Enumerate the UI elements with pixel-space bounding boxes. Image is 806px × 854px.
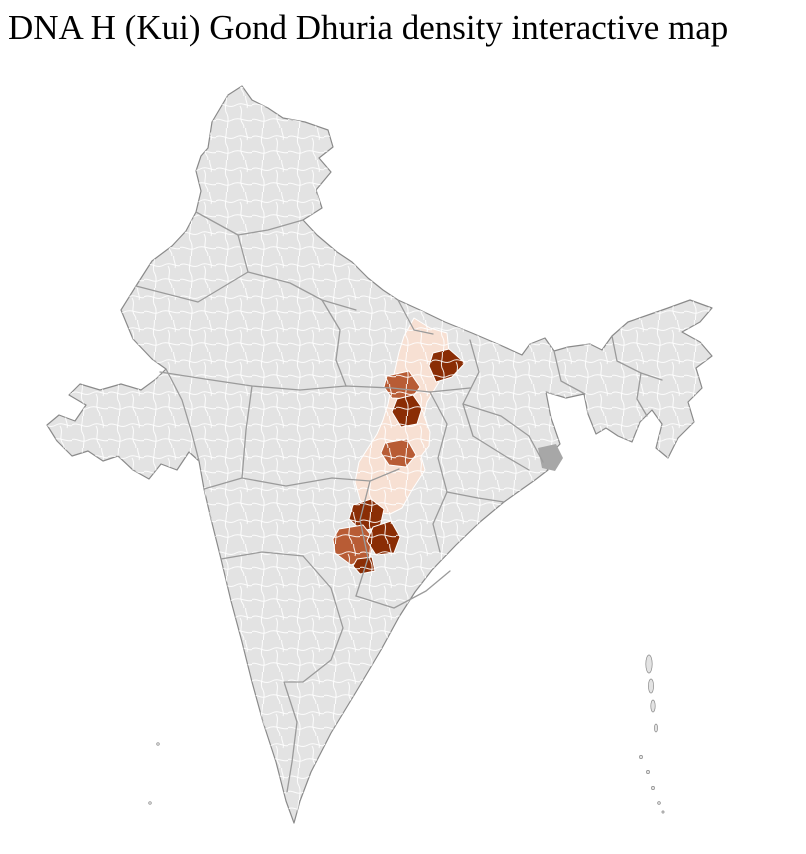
state-borders xyxy=(135,211,663,793)
andaman-nicobar-islands[interactable] xyxy=(639,654,665,814)
page-title: DNA H (Kui) Gond Dhuria density interact… xyxy=(8,8,729,47)
district-borders-texture xyxy=(47,86,712,823)
bengal-delta-region[interactable] xyxy=(538,444,563,471)
lakshadweep-islands[interactable] xyxy=(148,742,160,805)
